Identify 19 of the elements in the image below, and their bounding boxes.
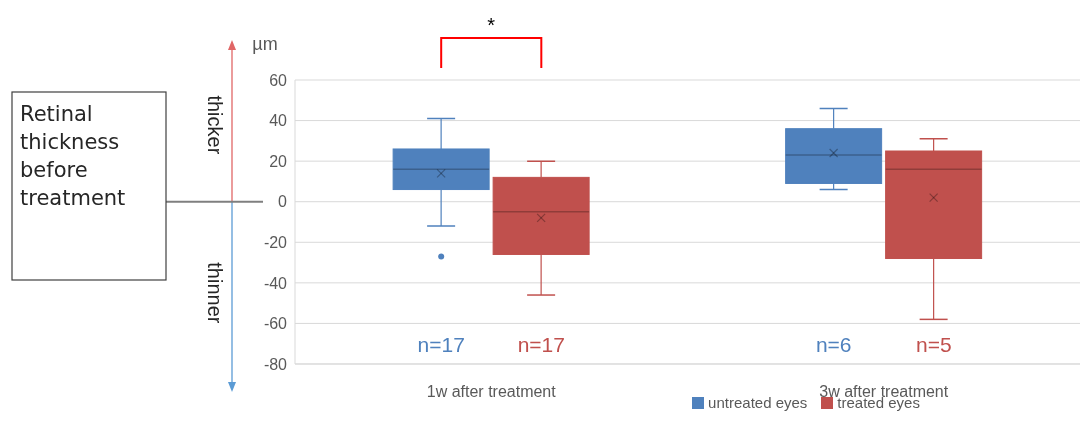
text: thicker	[204, 95, 226, 155]
text: *	[487, 14, 496, 36]
y-tick-label: -60	[263, 315, 288, 333]
y-tick-label: -80	[263, 355, 288, 373]
y-tick-label: 40	[269, 112, 288, 130]
legend-label: untreated eyes	[707, 394, 808, 411]
x-tick-label: 1w after treatment	[426, 383, 557, 401]
y-tick-label: 20	[269, 152, 288, 170]
annotation: n=6	[815, 333, 852, 356]
y-axis-title: µm	[252, 34, 278, 54]
y-tick-label: -20	[263, 233, 288, 251]
text: thinner	[204, 262, 226, 324]
y-tick-label: 0	[278, 193, 288, 211]
annotation: n=17	[517, 333, 565, 356]
y-tick-label: 60	[269, 71, 288, 89]
text: Retinal thickness before treatment	[20, 101, 127, 212]
y-tick-label: -40	[263, 274, 288, 292]
annotation: n=5	[916, 333, 952, 356]
annotation: n=17	[417, 333, 465, 356]
